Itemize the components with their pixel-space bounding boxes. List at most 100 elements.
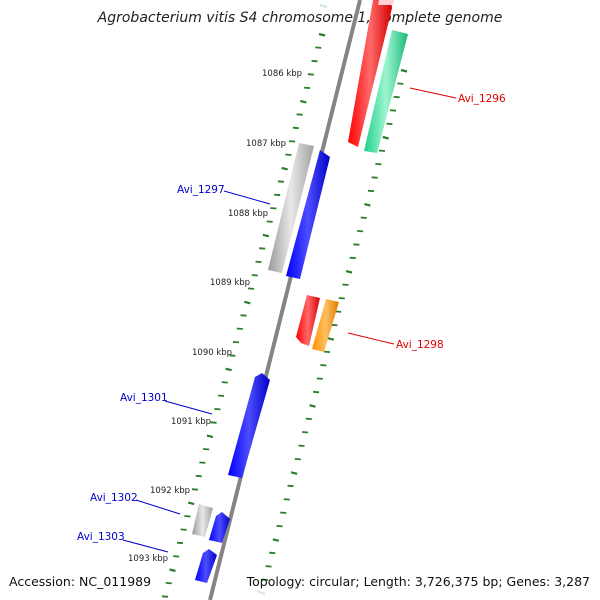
major-tick — [262, 233, 270, 238]
minor-tick — [247, 287, 255, 290]
major-tick — [206, 434, 214, 439]
minor-tick — [292, 126, 299, 130]
minor-tick — [371, 176, 378, 179]
major-tick — [225, 367, 232, 372]
kbp-label: 1088 kbp — [228, 209, 268, 219]
gene-feature-gray[interactable] — [268, 143, 314, 273]
minor-tick — [265, 565, 272, 568]
minor-tick — [296, 113, 303, 116]
minor-tick — [180, 528, 187, 531]
minor-tick — [289, 140, 296, 143]
minor-tick — [214, 408, 221, 411]
callout-line — [409, 87, 457, 99]
minor-tick — [283, 498, 290, 501]
minor-tick — [261, 578, 268, 581]
kbp-labels: 1086 kbp 1087 kbp 1088 kbp 1089 kbp 1090… — [128, 69, 302, 564]
major-tick — [281, 166, 288, 171]
kbp-label: 1091 kbp — [171, 417, 211, 427]
gene-feature-red[interactable] — [296, 295, 320, 346]
kbp-label: 1086 kbp — [262, 69, 302, 79]
minor-tick — [298, 444, 305, 447]
gene-feature-blue[interactable] — [195, 549, 217, 583]
minor-tick — [357, 230, 364, 233]
minor-tick — [378, 149, 386, 152]
minor-tick — [195, 474, 202, 478]
gene-feature-pink — [378, 0, 394, 5]
gene-feature-gray[interactable] — [192, 504, 213, 537]
minor-tick — [176, 541, 184, 545]
minor-tick — [255, 260, 262, 263]
minor-tick — [280, 511, 287, 514]
major-tick — [290, 471, 298, 475]
gene-feature-blue[interactable] — [286, 150, 330, 279]
gene-feature-orange[interactable] — [312, 299, 339, 352]
major-tick — [382, 135, 389, 140]
minor-tick — [210, 421, 217, 424]
gene-features — [192, 0, 408, 595]
callout-line — [122, 539, 169, 553]
major-tick — [300, 99, 307, 104]
gene-feature-green[interactable] — [364, 30, 408, 153]
kbp-label: 1093 kbp — [128, 554, 168, 564]
callout-line — [347, 332, 395, 345]
minor-tick — [165, 582, 172, 585]
minor-tick — [240, 314, 247, 317]
minor-tick — [232, 341, 240, 344]
accession-text: Accession: NC_011989 — [9, 574, 152, 589]
minor-tick — [161, 595, 169, 598]
minor-tick — [353, 243, 360, 246]
minor-tick — [320, 364, 327, 367]
major-tick — [244, 300, 251, 305]
minor-tick — [386, 122, 393, 125]
gene-label-avi-1296[interactable]: Avi_1296 — [458, 93, 506, 105]
gene-label-avi-1301[interactable]: Avi_1301 — [120, 392, 168, 404]
minor-tick — [199, 461, 206, 464]
minor-tick — [397, 82, 404, 85]
major-tick — [327, 337, 335, 341]
callout-line — [223, 190, 271, 205]
major-tick — [364, 203, 371, 207]
minor-tick — [349, 256, 356, 260]
gene-feature-blue[interactable] — [228, 373, 270, 478]
gene-feature-pale — [319, 4, 328, 8]
minor-tick — [305, 417, 312, 420]
gene-label-avi-1302[interactable]: Avi_1302 — [90, 492, 138, 504]
topology-text: Topology: circular; Length: 3,726,375 bp… — [246, 574, 590, 589]
gene-label-avi-1298[interactable]: Avi_1298 — [396, 339, 444, 351]
minor-tick — [287, 484, 294, 488]
kbp-label: 1092 kbp — [150, 486, 190, 496]
right-tick-track — [261, 68, 408, 581]
gene-label-avi-1303[interactable]: Avi_1303 — [77, 531, 125, 543]
minor-tick — [360, 216, 367, 219]
minor-tick — [313, 390, 320, 394]
minor-tick — [307, 73, 314, 76]
callout-line — [164, 400, 213, 415]
minor-tick — [259, 247, 266, 250]
minor-tick — [218, 394, 225, 397]
gene-feature-blue[interactable] — [209, 512, 230, 543]
major-tick — [272, 538, 280, 542]
minor-tick — [393, 95, 400, 99]
genome-backbone — [208, 0, 362, 600]
gene-label-avi-1297[interactable]: Avi_1297 — [177, 184, 225, 196]
minor-tick — [276, 525, 283, 528]
minor-tick — [302, 431, 309, 434]
minor-tick — [342, 283, 349, 286]
minor-tick — [324, 350, 331, 353]
minor-tick — [285, 153, 292, 156]
minor-tick — [203, 448, 210, 451]
major-tick — [400, 68, 408, 73]
kbp-label: 1089 kbp — [210, 278, 250, 288]
gene-feature-red[interactable] — [348, 0, 392, 147]
minor-tick — [191, 488, 198, 491]
minor-tick — [331, 323, 338, 327]
major-tick — [318, 32, 326, 37]
minor-tick — [277, 180, 284, 183]
minor-tick — [221, 381, 228, 384]
map-title: Agrobacterium vitis S4 chromosome 1, com… — [97, 10, 503, 26]
kbp-label: 1087 kbp — [246, 139, 286, 149]
major-tick — [169, 568, 176, 573]
minor-tick — [274, 193, 281, 197]
